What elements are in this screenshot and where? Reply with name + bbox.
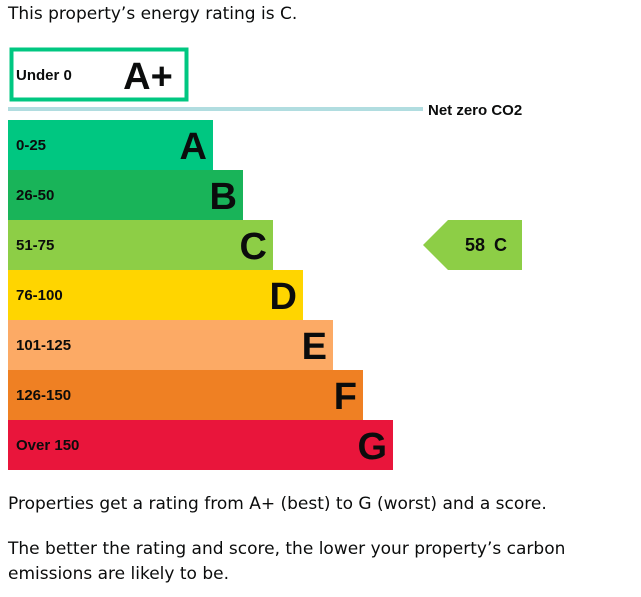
energy-rating-chart: Under 0 A+ Net zero CO2 0-25 A 26-50 B 51-75 C 76… [8,47,522,470]
current-rating-letter: C [494,235,507,255]
band-b-range: 26-50 [16,187,54,204]
band-aplus-range: Under 0 [16,67,72,84]
band-b-letter: B [210,176,237,218]
band-e-range: 101-125 [16,337,71,354]
band-d-range: 76-100 [16,287,63,304]
current-score: 58 [465,235,485,255]
band-e-bar [8,320,333,370]
band-d-letter: D [270,276,297,318]
band-a-letter: A [180,126,207,168]
band-f-range: 126-150 [16,387,71,404]
band-g-bar [8,420,393,470]
band-c-letter: C [240,226,267,268]
current-rating-arrow [423,220,522,270]
band-d-bar [8,270,303,320]
band-e-letter: E [302,326,327,368]
band-a-range: 0-25 [16,137,46,154]
emissions-explanation: The better the rating and score, the low… [8,539,566,584]
rating-explanation: Properties get a rating from A+ (best) t… [8,494,547,514]
band-a-bar [8,120,213,170]
band-c-range: 51-75 [16,237,54,254]
band-b-bar [8,170,243,220]
band-aplus-letter: A+ [123,56,173,98]
band-f-letter: F [334,376,357,418]
band-f-bar [8,370,363,420]
band-g-range: Over 150 [16,437,79,454]
band-g-letter: G [357,426,387,468]
band-c-bar [8,220,273,270]
net-zero-label: Net zero CO2 [428,102,522,119]
intro-text: This property’s energy rating is C. [8,4,298,24]
band-aplus-box [9,47,189,102]
